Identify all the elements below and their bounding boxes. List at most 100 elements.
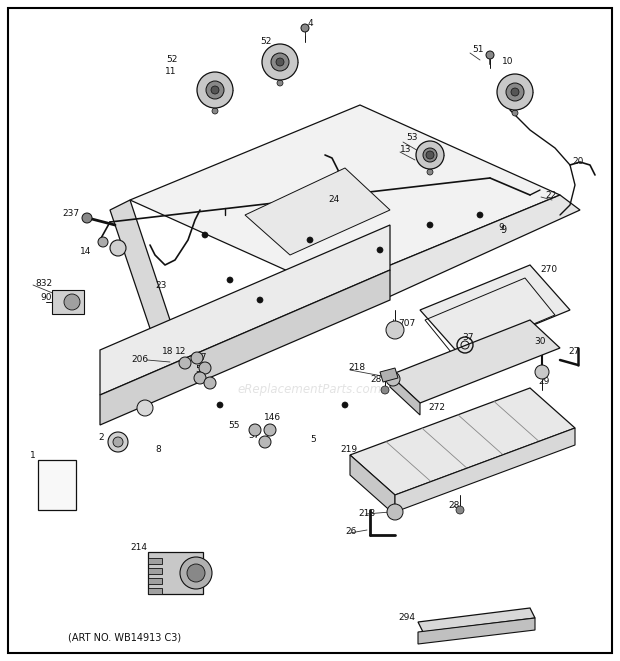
Text: 18: 18 (162, 348, 174, 356)
Text: 237: 237 (62, 210, 79, 219)
Circle shape (307, 237, 313, 243)
Circle shape (212, 108, 218, 114)
Text: 9: 9 (498, 223, 503, 233)
Text: 5: 5 (310, 436, 316, 444)
Circle shape (187, 564, 205, 582)
Text: 146: 146 (264, 414, 281, 422)
Text: 28: 28 (448, 500, 459, 510)
Text: 2: 2 (98, 434, 104, 442)
Text: 51: 51 (472, 46, 484, 54)
Circle shape (535, 365, 549, 379)
Text: 20: 20 (572, 157, 583, 167)
Circle shape (194, 372, 206, 384)
Circle shape (423, 148, 437, 162)
Circle shape (257, 297, 263, 303)
Text: 270: 270 (540, 266, 557, 274)
Text: 24: 24 (328, 196, 339, 204)
Text: 206: 206 (131, 356, 148, 364)
Polygon shape (245, 168, 390, 255)
Text: 30: 30 (534, 338, 546, 346)
Circle shape (301, 24, 309, 32)
Polygon shape (330, 195, 580, 310)
Circle shape (202, 232, 208, 238)
Circle shape (206, 81, 224, 99)
Circle shape (82, 213, 92, 223)
Text: 294: 294 (398, 613, 415, 623)
Circle shape (456, 506, 464, 514)
Text: 707: 707 (398, 319, 415, 329)
Circle shape (113, 437, 123, 447)
Text: 14: 14 (80, 247, 91, 256)
Text: 37: 37 (462, 332, 474, 342)
Text: 29: 29 (538, 377, 549, 387)
Text: 900: 900 (40, 293, 57, 303)
Text: 218: 218 (348, 364, 365, 373)
Text: 4: 4 (308, 20, 314, 28)
Circle shape (262, 44, 298, 80)
Text: 53: 53 (406, 134, 417, 143)
Bar (148, 552, 203, 594)
Bar (38, 460, 76, 510)
Text: 219: 219 (340, 446, 357, 455)
Circle shape (477, 212, 483, 218)
Circle shape (511, 88, 519, 96)
Circle shape (204, 377, 216, 389)
Circle shape (486, 51, 494, 59)
Circle shape (276, 58, 284, 66)
Polygon shape (418, 608, 535, 632)
Circle shape (108, 432, 128, 452)
Text: 9: 9 (500, 225, 506, 235)
Text: 11: 11 (164, 67, 176, 77)
Circle shape (249, 424, 261, 436)
Circle shape (217, 402, 223, 408)
Polygon shape (100, 270, 390, 425)
Bar (148, 568, 162, 574)
Text: 214: 214 (130, 543, 147, 553)
Polygon shape (350, 455, 395, 515)
Circle shape (197, 72, 233, 108)
Text: 59: 59 (195, 366, 206, 375)
Bar (52, 290, 84, 314)
Text: 10: 10 (502, 58, 513, 67)
Polygon shape (130, 105, 560, 290)
Circle shape (506, 83, 524, 101)
Polygon shape (390, 320, 560, 403)
Text: 12: 12 (175, 348, 187, 356)
Circle shape (512, 110, 518, 116)
Text: 8: 8 (155, 446, 161, 455)
Polygon shape (395, 428, 575, 512)
Circle shape (259, 436, 271, 448)
Circle shape (199, 362, 211, 374)
Text: 23: 23 (155, 280, 166, 290)
Circle shape (191, 352, 203, 364)
Circle shape (387, 504, 403, 520)
Text: 28: 28 (370, 375, 381, 385)
Polygon shape (390, 375, 420, 415)
Circle shape (381, 386, 389, 394)
Text: 1: 1 (30, 451, 36, 461)
Text: (ART NO. WB14913 C3): (ART NO. WB14913 C3) (68, 633, 181, 643)
Circle shape (264, 424, 276, 436)
Circle shape (416, 141, 444, 169)
Circle shape (179, 357, 191, 369)
Circle shape (211, 86, 219, 94)
Circle shape (277, 80, 283, 86)
Text: 27: 27 (568, 348, 579, 356)
Circle shape (377, 247, 383, 253)
Text: 57: 57 (248, 430, 260, 440)
Text: 272: 272 (428, 403, 445, 412)
Text: 52: 52 (167, 56, 178, 65)
Text: 13: 13 (400, 145, 412, 155)
Text: 11: 11 (268, 48, 280, 56)
Text: 57: 57 (195, 354, 206, 362)
Polygon shape (350, 388, 575, 495)
Text: 55: 55 (228, 420, 239, 430)
Circle shape (180, 557, 212, 589)
Circle shape (342, 402, 348, 408)
Text: 26: 26 (345, 527, 356, 537)
Circle shape (497, 74, 533, 110)
Circle shape (386, 321, 404, 339)
Circle shape (98, 237, 108, 247)
Polygon shape (380, 368, 398, 382)
Circle shape (64, 294, 80, 310)
